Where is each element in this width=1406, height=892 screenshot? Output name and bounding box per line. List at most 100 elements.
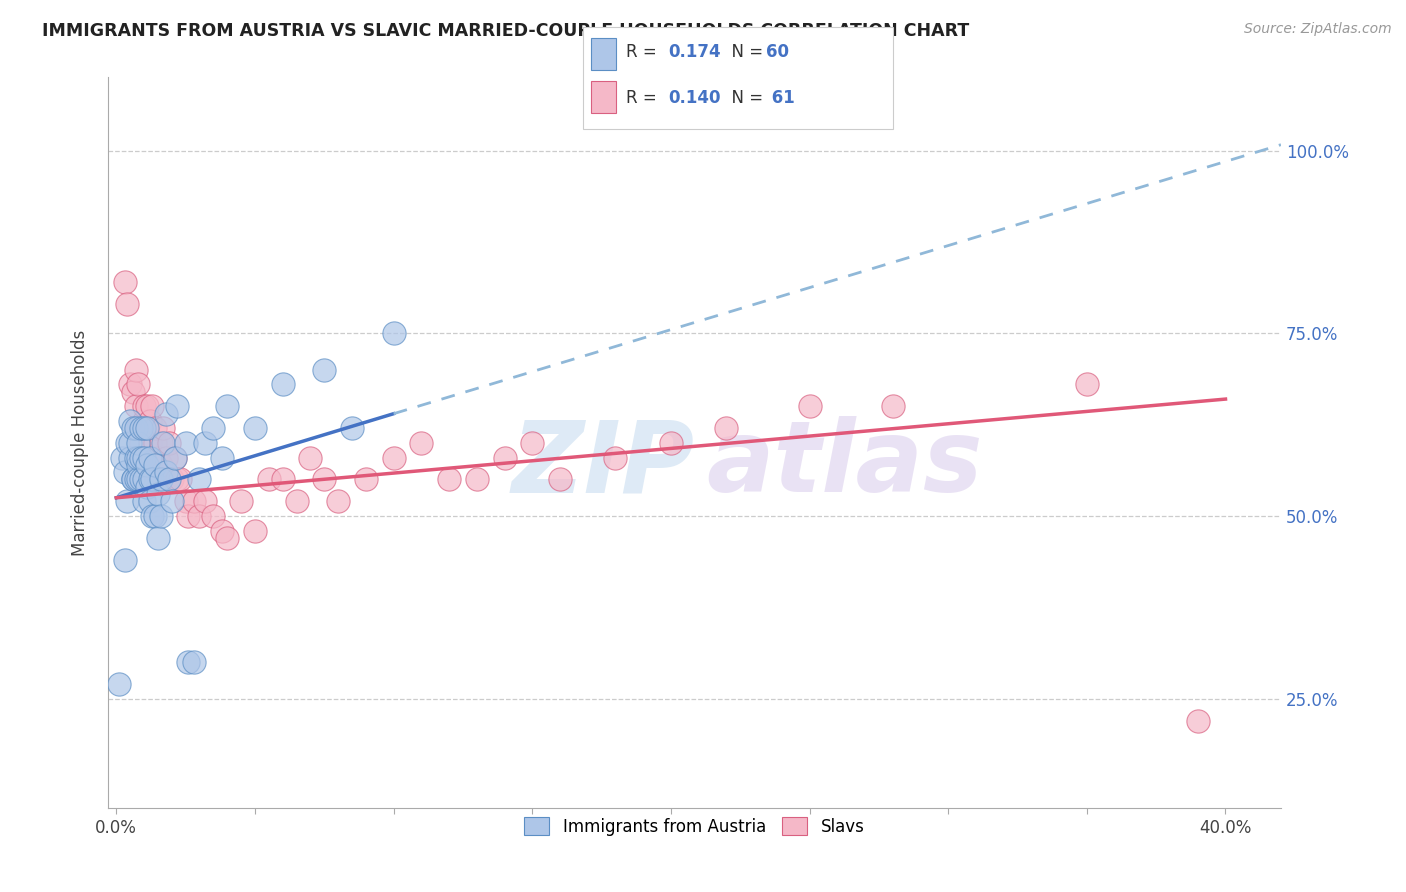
Point <box>146 450 169 465</box>
Point <box>129 436 152 450</box>
Text: 0.140: 0.140 <box>668 89 720 107</box>
Point <box>141 509 163 524</box>
Point <box>155 450 177 465</box>
Point <box>160 494 183 508</box>
Point <box>548 473 571 487</box>
Point <box>465 473 488 487</box>
Point <box>141 450 163 465</box>
Point <box>243 524 266 538</box>
Point <box>135 458 157 472</box>
Point <box>128 377 150 392</box>
Legend: Immigrants from Austria, Slavs: Immigrants from Austria, Slavs <box>516 809 873 844</box>
Text: ZIP: ZIP <box>512 417 695 514</box>
Point <box>129 421 152 435</box>
Point <box>382 450 405 465</box>
Point <box>211 450 233 465</box>
Point <box>382 326 405 341</box>
Point <box>138 414 160 428</box>
Text: 0.174: 0.174 <box>668 43 720 61</box>
Point <box>257 473 280 487</box>
Point <box>114 465 136 479</box>
Point <box>138 450 160 465</box>
Point <box>132 450 155 465</box>
Point <box>122 384 145 399</box>
Point <box>143 509 166 524</box>
Point <box>155 407 177 421</box>
Point <box>314 473 336 487</box>
Point <box>659 436 682 450</box>
Point <box>188 473 211 487</box>
Point <box>411 436 433 450</box>
Point <box>149 509 172 524</box>
Point <box>146 487 169 501</box>
Point <box>211 524 233 538</box>
Point <box>117 436 139 450</box>
Point <box>129 473 152 487</box>
Point <box>128 421 150 435</box>
Text: atlas: atlas <box>706 417 983 514</box>
Point <box>128 473 150 487</box>
Point <box>135 480 157 494</box>
Point <box>188 509 211 524</box>
Point <box>183 494 205 508</box>
Point <box>716 421 738 435</box>
Point <box>138 436 160 450</box>
Text: IMMIGRANTS FROM AUSTRIA VS SLAVIC MARRIED-COUPLE HOUSEHOLDS CORRELATION CHART: IMMIGRANTS FROM AUSTRIA VS SLAVIC MARRIE… <box>42 22 969 40</box>
Point <box>174 436 197 450</box>
Point <box>271 473 294 487</box>
Text: N =: N = <box>721 89 769 107</box>
Point <box>160 473 183 487</box>
Point <box>152 436 174 450</box>
Point <box>135 400 157 414</box>
Point <box>138 494 160 508</box>
Point <box>132 421 155 435</box>
Point <box>166 400 188 414</box>
Point <box>117 297 139 311</box>
Point <box>177 509 200 524</box>
Point <box>285 494 308 508</box>
Point <box>229 494 252 508</box>
Point <box>125 400 148 414</box>
Point <box>177 655 200 669</box>
Text: R =: R = <box>626 89 662 107</box>
Point <box>194 494 217 508</box>
Text: 61: 61 <box>766 89 794 107</box>
Point <box>194 436 217 450</box>
Point <box>799 400 821 414</box>
Point <box>129 450 152 465</box>
Point <box>128 458 150 472</box>
Point <box>202 421 225 435</box>
Point <box>271 377 294 392</box>
Point <box>141 473 163 487</box>
Point <box>138 473 160 487</box>
Text: R =: R = <box>626 43 662 61</box>
Point <box>494 450 516 465</box>
Point <box>169 473 191 487</box>
Point <box>882 400 904 414</box>
Point <box>146 531 169 545</box>
Point <box>135 421 157 435</box>
Point <box>141 400 163 414</box>
Point <box>143 436 166 450</box>
Point <box>117 494 139 508</box>
Point <box>354 473 377 487</box>
Point <box>132 473 155 487</box>
Point <box>217 400 239 414</box>
Point <box>155 465 177 479</box>
Point <box>217 531 239 545</box>
Point <box>132 400 155 414</box>
Point <box>128 436 150 450</box>
Point <box>149 473 172 487</box>
Point <box>149 458 172 472</box>
Point <box>114 275 136 289</box>
Point <box>125 421 148 435</box>
Point <box>149 436 172 450</box>
Point <box>132 494 155 508</box>
Point <box>146 473 169 487</box>
Point <box>1076 377 1098 392</box>
Point <box>132 414 155 428</box>
Point <box>314 363 336 377</box>
Point <box>111 450 134 465</box>
Text: N =: N = <box>721 43 769 61</box>
Point <box>120 377 142 392</box>
